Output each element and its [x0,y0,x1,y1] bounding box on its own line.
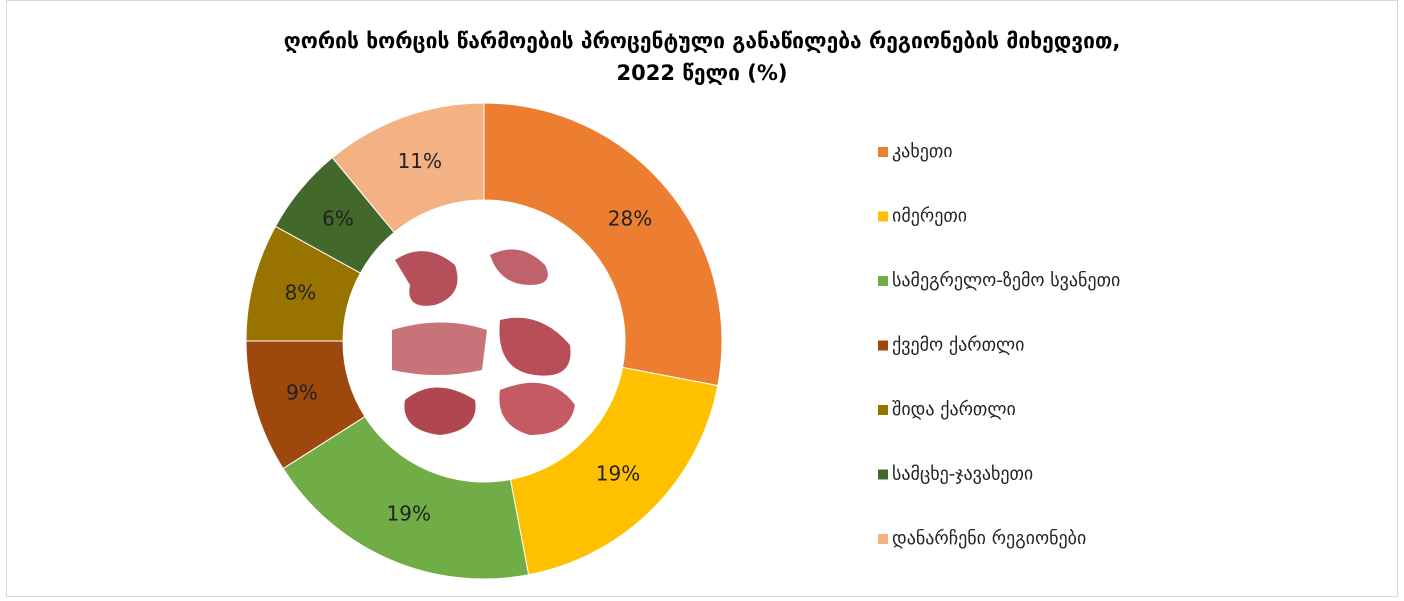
data-label: 19% [387,501,431,525]
legend-swatch [878,147,888,157]
legend-label: იმერეთი [892,206,967,227]
chart: ღორის ხორცის წარმოების პროცენტული განაწი… [0,0,1404,597]
legend-swatch [878,341,888,351]
data-label: 28% [608,207,652,231]
data-label: 8% [285,280,317,304]
data-label: 9% [286,380,318,404]
legend-swatch [878,534,888,544]
legend-label: დანარჩენი რეგიონები [892,528,1086,549]
data-label: 6% [322,207,354,231]
legend-label: კახეთი [892,141,953,162]
legend-label: შიდა ქართლი [892,399,1016,420]
legend-label: ქვემო ქართლი [892,335,1024,356]
legend-label: სამცხე-ჯავახეთი [892,464,1033,485]
legend-swatch [878,405,888,415]
chart-title: 2022 წელი (%) [617,61,788,85]
legend-swatch [878,276,888,286]
data-label: 11% [398,149,442,173]
legend-swatch [878,470,888,480]
chart-title: ღორის ხორცის წარმოების პროცენტული განაწი… [284,29,1121,53]
legend-label: სამეგრელო-ზემო სვანეთი [892,270,1120,291]
data-label: 19% [596,461,640,485]
page: {"chart_data": {"type": "pie", "title": … [0,0,1404,597]
legend-swatch [878,212,888,222]
